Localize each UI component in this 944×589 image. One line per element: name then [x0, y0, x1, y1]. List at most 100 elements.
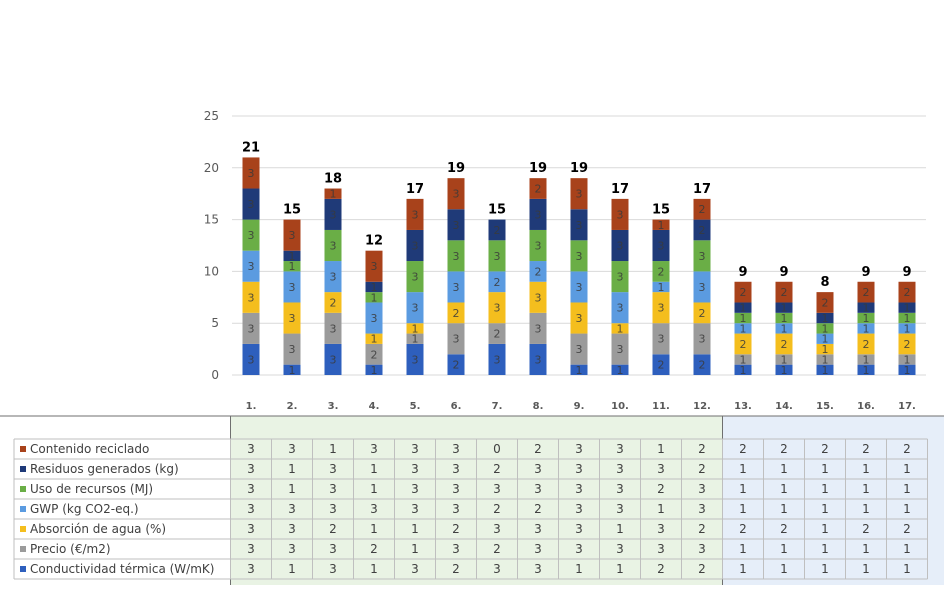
- x-tick-label: 10.: [611, 401, 629, 412]
- x-tick-label: 9.: [574, 401, 585, 412]
- table-cell: 1: [288, 482, 296, 496]
- segment-value-label: 1: [371, 281, 378, 294]
- table-cell: 3: [534, 462, 542, 476]
- table-cell: 3: [247, 442, 255, 456]
- segment-value-label: 1: [781, 353, 788, 366]
- legend-label: Uso de recursos (MJ): [30, 482, 153, 496]
- table-cell: 1: [739, 462, 747, 476]
- segment-value-label: 3: [289, 343, 296, 356]
- segment-value-label: 3: [289, 229, 296, 242]
- legend-swatch: [20, 446, 26, 452]
- segment-value-label: 3: [617, 271, 624, 284]
- segment-value-label: 3: [248, 198, 255, 211]
- table-cell: 2: [780, 522, 788, 536]
- segment-value-label: 2: [535, 183, 542, 196]
- total-label: 17: [406, 182, 424, 197]
- table-cell: 1: [903, 482, 911, 496]
- segment-value-label: 1: [371, 364, 378, 377]
- segment-value-label: 3: [576, 343, 583, 356]
- table-cell: 1: [780, 482, 788, 496]
- table-cell: 3: [411, 442, 419, 456]
- segment-value-label: 3: [453, 333, 460, 346]
- segment-value-label: 3: [248, 353, 255, 366]
- table-cell: 1: [411, 542, 419, 556]
- table-cell: 3: [698, 502, 706, 516]
- table-cell: 3: [247, 482, 255, 496]
- total-label: 9: [738, 265, 747, 280]
- table-cell: 2: [780, 442, 788, 456]
- y-tick-label: 10: [204, 264, 219, 278]
- segment-value-label: 1: [412, 322, 419, 335]
- table-cell: 3: [616, 542, 624, 556]
- table-cell: 3: [411, 502, 419, 516]
- legend-label: Precio (€/m2): [30, 542, 111, 556]
- x-tick-label: 11.: [652, 401, 670, 412]
- segment-value-label: 1: [658, 281, 665, 294]
- segment-value-label: 3: [330, 208, 337, 221]
- segment-value-label: 3: [617, 302, 624, 315]
- total-label: 9: [861, 265, 870, 280]
- table-cell: 1: [821, 502, 829, 516]
- table-cell: 2: [329, 522, 337, 536]
- table-cell: 3: [534, 522, 542, 536]
- table-cell: 1: [780, 562, 788, 576]
- segment-value-label: 1: [740, 353, 747, 366]
- table-cell: 1: [329, 442, 337, 456]
- segment-value-label: 1: [617, 322, 624, 335]
- total-label: 19: [447, 161, 465, 176]
- x-tick-label: 5.: [410, 401, 421, 412]
- table-cell: 3: [657, 522, 665, 536]
- table-cell: 1: [370, 522, 378, 536]
- segment-value-label: 2: [535, 265, 542, 278]
- table-cell: 1: [739, 562, 747, 576]
- segment-value-label: 2: [494, 224, 501, 237]
- segment-value-label: 1: [371, 333, 378, 346]
- segment-value-label: 3: [576, 312, 583, 325]
- x-tick-label: 2.: [287, 401, 298, 412]
- table-cell: 2: [534, 442, 542, 456]
- segment-value-label: 3: [248, 322, 255, 335]
- table-cell: 3: [288, 502, 296, 516]
- segment-value-label: 3: [658, 302, 665, 315]
- segment-value-label: 2: [904, 338, 911, 351]
- table-cell: 1: [370, 482, 378, 496]
- segment-value-label: 1: [863, 353, 870, 366]
- segment-value-label: 3: [248, 291, 255, 304]
- legend-swatch: [20, 506, 26, 512]
- table-cell: 1: [903, 562, 911, 576]
- segment-value-label: 3: [330, 271, 337, 284]
- legend-label: Absorción de agua (%): [30, 522, 166, 536]
- total-label: 17: [693, 182, 711, 197]
- segment-value-label: 3: [330, 353, 337, 366]
- x-tick-label: 13.: [734, 401, 752, 412]
- table-cell: 3: [247, 502, 255, 516]
- total-label: 15: [652, 203, 670, 218]
- segment-value-label: 3: [412, 240, 419, 253]
- table-cell: 1: [288, 462, 296, 476]
- segment-value-label: 3: [617, 240, 624, 253]
- segment-value-label: 2: [371, 348, 378, 361]
- x-tick-label: 3.: [328, 401, 339, 412]
- table-cell: 2: [821, 442, 829, 456]
- table-cell: 1: [657, 442, 665, 456]
- table-cell: 3: [534, 562, 542, 576]
- table-cell: 2: [493, 502, 501, 516]
- table-cell: 1: [657, 502, 665, 516]
- total-label: 9: [902, 265, 911, 280]
- table-cell: 1: [780, 542, 788, 556]
- segment-value-label: 3: [453, 219, 460, 232]
- segment-value-label: 3: [494, 250, 501, 263]
- segment-value-label: 2: [699, 203, 706, 216]
- table-cell: 3: [452, 542, 460, 556]
- table-cell: 3: [698, 482, 706, 496]
- segment-value-label: 3: [371, 260, 378, 273]
- table-cell: 1: [739, 502, 747, 516]
- table-cell: 2: [657, 562, 665, 576]
- table-cell: 1: [370, 562, 378, 576]
- segment-value-label: 2: [740, 286, 747, 299]
- table-cell: 1: [862, 562, 870, 576]
- segment-value-label: 1: [617, 364, 624, 377]
- table-cell: 3: [247, 522, 255, 536]
- segment-value-label: 3: [453, 281, 460, 294]
